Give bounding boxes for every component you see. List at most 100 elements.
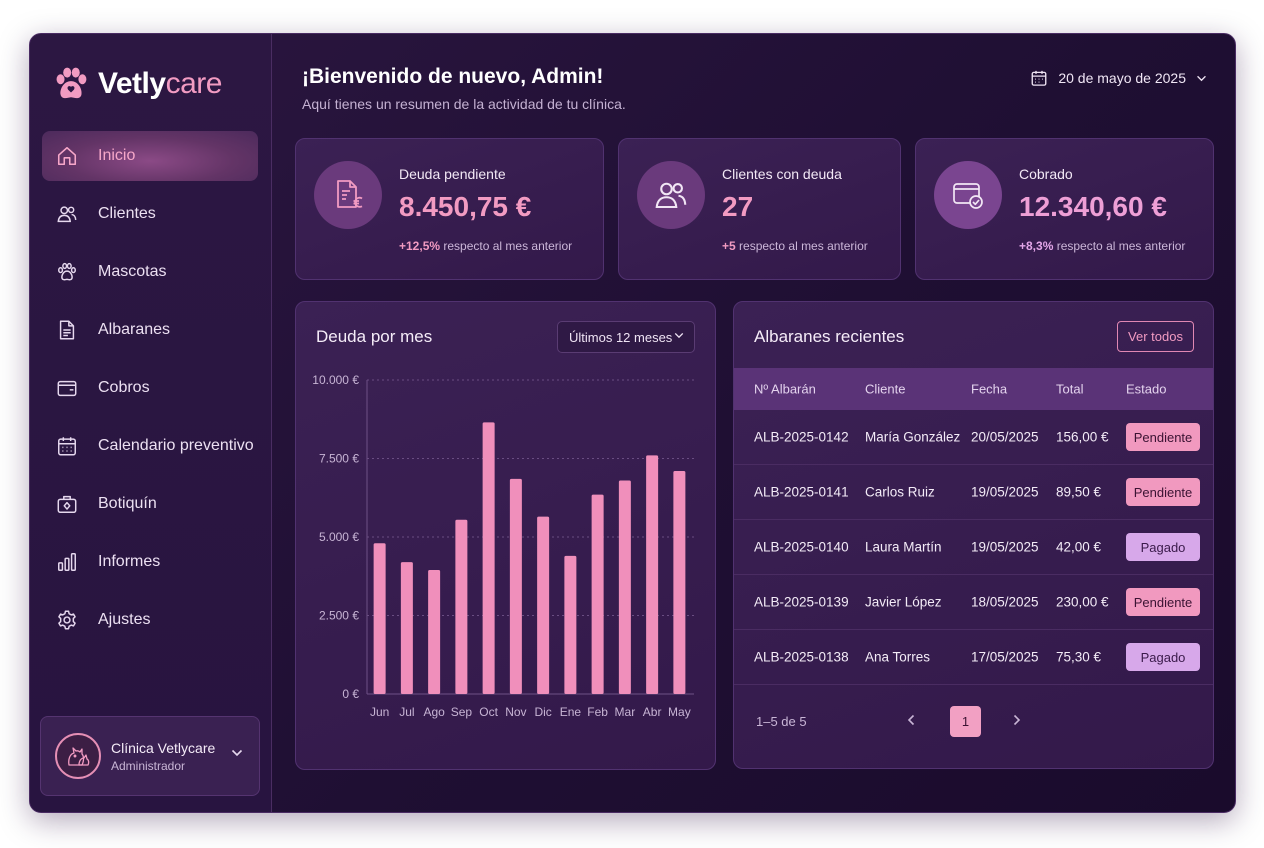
column-header-total[interactable]: Total [1056, 381, 1084, 397]
dog-cat-icon [68, 747, 90, 766]
sidebar-item-label: Calendario preventivo [98, 437, 254, 454]
column-header-albaran[interactable]: Nº Albarán [754, 381, 816, 397]
chart-bar [673, 471, 686, 694]
x-tick-label: May [668, 705, 691, 719]
invoice-date: 20/05/2025 [971, 429, 1039, 445]
page-title: ¡Bienvenido de nuevo, Admin! [302, 65, 604, 88]
sidebar-item-clientes[interactable]: Clientes [42, 189, 258, 239]
document-icon [56, 319, 78, 341]
view-all-button[interactable]: Ver todos [1117, 321, 1194, 352]
sidebar-item-label: Ajustes [98, 611, 151, 628]
chart-title: Deuda por mes [316, 327, 433, 346]
invoice-id: ALB-2025-0142 [754, 429, 849, 445]
column-header-fecha[interactable]: Fecha [971, 381, 1008, 397]
chevron-down-icon [231, 749, 243, 757]
y-tick-label: 2.500 € [319, 609, 359, 623]
x-tick-label: Nov [505, 705, 526, 719]
page-button-current[interactable]: 1 [950, 706, 981, 737]
users-icon [56, 203, 78, 225]
date-selector[interactable]: 20 de mayo de 2025 [1030, 69, 1207, 87]
x-tick-label: Ene [560, 705, 582, 719]
x-tick-label: Dic [534, 705, 551, 719]
profile-role: Administrador [111, 758, 186, 773]
x-tick-label: Jul [399, 705, 414, 719]
invoice-date: 19/05/2025 [971, 539, 1039, 555]
invoice-date: 17/05/2025 [971, 649, 1039, 665]
invoice-total: 75,30 € [1056, 649, 1102, 665]
profile-name: Clínica Vetlycare [111, 739, 216, 756]
table-row[interactable]: ALB-2025-0142 María González 20/05/2025 … [734, 410, 1213, 465]
table-row[interactable]: ALB-2025-0138 Ana Torres 17/05/2025 75,3… [734, 630, 1213, 685]
avatar [55, 733, 101, 779]
chevron-left-icon[interactable] [907, 714, 915, 726]
chevron-down-icon [1197, 75, 1206, 81]
brand-name-bold: Vetly [98, 67, 166, 100]
x-tick-label: Sep [451, 705, 473, 719]
stat-label: Cobrado [1019, 166, 1073, 182]
stat-card-cobrado: Cobrado 12.340,60 € +8,3% respecto al me… [915, 138, 1214, 280]
invoice-client: Carlos Ruiz [865, 484, 935, 500]
bar-chart-icon [56, 551, 78, 573]
invoice-id: ALB-2025-0139 [754, 594, 849, 610]
recent-invoices-card: Albaranes recientes Ver todos Nº Albarán… [733, 301, 1214, 769]
chart-bar [509, 478, 522, 694]
column-header-estado[interactable]: Estado [1126, 381, 1167, 397]
sidebar-item-informes[interactable]: Informes [42, 537, 258, 587]
stat-card-clientes-con-deuda: Clientes con deuda 27 +5 respecto al mes… [618, 138, 901, 280]
invoice-total: 230,00 € [1056, 594, 1109, 610]
users-icon [637, 161, 705, 229]
invoice-date: 18/05/2025 [971, 594, 1039, 610]
chart-bar [564, 555, 577, 694]
table-row[interactable]: ALB-2025-0141 Carlos Ruiz 19/05/2025 89,… [734, 465, 1213, 520]
stat-label: Clientes con deuda [722, 166, 842, 182]
first-aid-kit-icon [56, 493, 78, 515]
sidebar-item-ajustes[interactable]: Ajustes [42, 595, 258, 645]
table-row[interactable]: ALB-2025-0140 Laura Martín 19/05/2025 42… [734, 520, 1213, 575]
invoice-date: 19/05/2025 [971, 484, 1039, 500]
sidebar-item-label: Mascotas [98, 263, 167, 280]
sidebar-item-label: Informes [98, 553, 161, 570]
status-badge: Pendiente [1126, 588, 1200, 616]
table-header: Nº Albarán Cliente Fecha Total Estado [734, 368, 1213, 410]
home-icon [56, 145, 78, 167]
recent-title: Albaranes recientes [754, 327, 905, 346]
stat-delta-value: +5 [722, 239, 736, 253]
x-tick-label: Mar [615, 705, 636, 719]
x-tick-label: Feb [587, 705, 608, 719]
card-check-icon [934, 161, 1002, 229]
stat-delta: +8,3% respecto al mes anterior [1019, 239, 1185, 253]
main-content: ¡Bienvenido de nuevo, Admin! Aquí tienes… [272, 34, 1235, 812]
profile-switcher[interactable]: Clínica Vetlycare Administrador [40, 716, 260, 796]
sidebar-item-label: Inicio [98, 147, 136, 164]
date-label: 20 de mayo de 2025 [1058, 70, 1186, 86]
pagination-info: 1–5 de 5 [756, 714, 807, 729]
debt-bar-chart: 10.000 € 7.500 € 5.000 € 2.500 € 0 € Jun Jul Ag… [312, 373, 694, 719]
stat-delta-value: +8,3% [1019, 239, 1054, 253]
chevron-right-icon[interactable] [1013, 714, 1021, 726]
table-row[interactable]: ALB-2025-0139 Javier López 18/05/2025 23… [734, 575, 1213, 630]
wallet-icon [56, 377, 78, 399]
sidebar-item-cobros[interactable]: Cobros [42, 363, 258, 413]
paw-logo-icon [56, 67, 87, 99]
chart-bar [455, 519, 468, 694]
column-header-cliente[interactable]: Cliente [865, 381, 906, 397]
paw-icon [56, 261, 78, 283]
range-select[interactable]: Últimos 12 meses [557, 321, 695, 353]
y-tick-label: 0 € [342, 687, 359, 701]
invoice-client: Javier López [865, 594, 942, 610]
sidebar-item-botiquin[interactable]: Botiquín [42, 479, 258, 529]
invoice-client: Ana Torres [865, 649, 931, 665]
invoice-id: ALB-2025-0140 [754, 539, 849, 555]
brand-name-light: care [165, 67, 223, 100]
sidebar-item-calendario-preventivo[interactable]: Calendario preventivo [42, 421, 258, 471]
stat-delta: +12,5% respecto al mes anterior [399, 239, 572, 253]
sidebar-item-inicio[interactable]: Inicio [42, 131, 258, 181]
brand-logo[interactable]: Vetlycare [52, 64, 222, 104]
invoice-total: 42,00 € [1056, 539, 1102, 555]
stat-value: 8.450,75 € [399, 191, 532, 222]
sidebar-item-mascotas[interactable]: Mascotas [42, 247, 258, 297]
sidebar-item-albaranes[interactable]: Albaranes [42, 305, 258, 355]
x-tick-label: Ago [423, 705, 445, 719]
status-badge: Pagado [1126, 643, 1200, 671]
chart-bar [591, 494, 604, 694]
